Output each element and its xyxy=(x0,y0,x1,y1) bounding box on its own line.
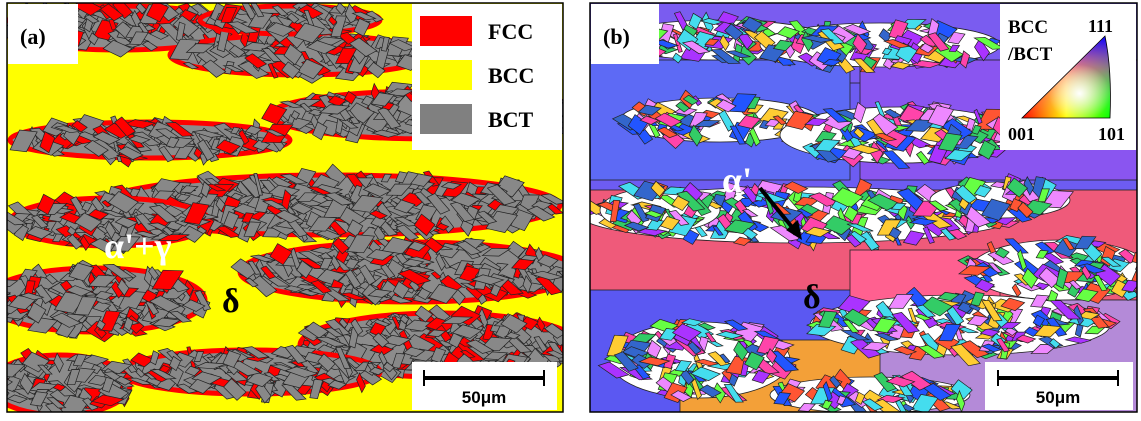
legend-label: FCC xyxy=(488,19,533,44)
scale-bar-label: 50μm xyxy=(1036,388,1080,407)
legend-label: BCT xyxy=(488,107,534,132)
triangle-corner: 111 xyxy=(1088,16,1113,36)
grain xyxy=(570,101,582,122)
scale-bar-label: 50μm xyxy=(462,388,506,407)
triangle-corner: 001 xyxy=(1008,124,1035,144)
legend-swatch xyxy=(420,16,472,46)
grain xyxy=(561,268,591,287)
grain xyxy=(0,378,5,390)
legend-swatch xyxy=(420,60,472,90)
grain xyxy=(0,374,7,391)
legend-title: BCC xyxy=(1008,17,1048,38)
legend-title: /BCT xyxy=(1007,44,1053,65)
legend-label: BCC xyxy=(488,63,534,88)
panel-label: (a) xyxy=(20,24,46,49)
grain xyxy=(566,104,578,114)
annotation: α' xyxy=(722,160,752,200)
annotation: δ xyxy=(803,279,821,316)
grain xyxy=(0,387,5,393)
grain xyxy=(563,337,573,345)
legend-swatch xyxy=(420,104,472,134)
grain xyxy=(571,345,581,355)
panel-label: (b) xyxy=(603,24,630,49)
figure: (a) FCC BCC BCT α'+γ δ 50μm (b) BCC /BCT 1… xyxy=(0,0,1141,421)
triangle-corner: 101 xyxy=(1098,124,1125,144)
annotation: δ xyxy=(222,283,240,320)
page: (a) FCC BCC BCT α'+γ δ 50μm (b) BCC /BCT 1… xyxy=(0,0,1141,421)
annotation: α'+γ xyxy=(104,226,172,266)
